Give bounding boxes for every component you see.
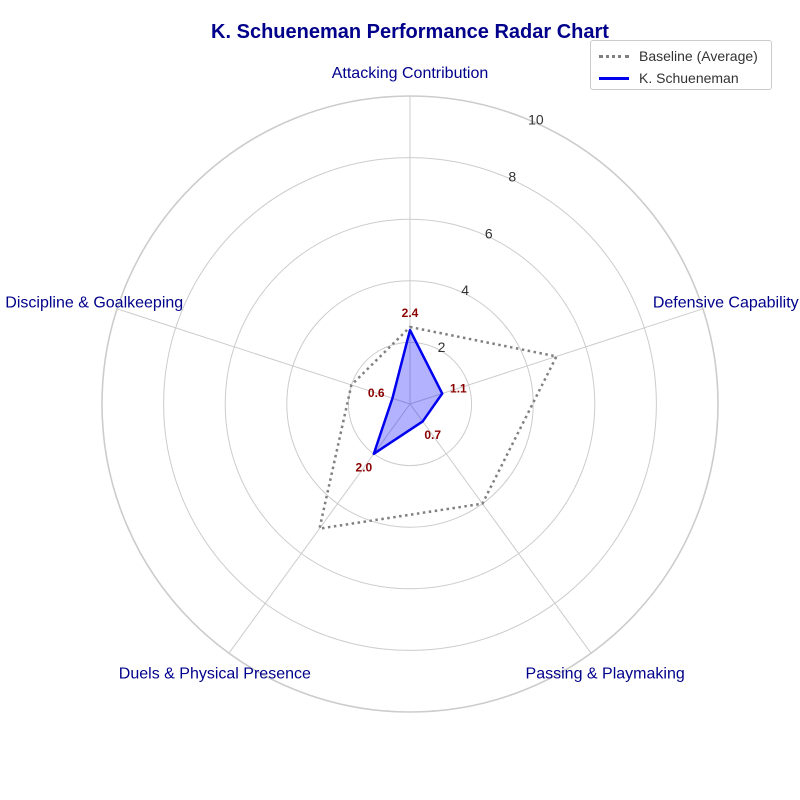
chart-title: K. Schueneman Performance Radar Chart <box>211 21 609 43</box>
legend-label-player: K. Schueneman <box>639 70 739 86</box>
r-tick-label-2: 2 <box>438 339 446 355</box>
r-tick-label-4: 4 <box>461 282 469 298</box>
legend-item-baseline: Baseline (Average) <box>599 45 763 67</box>
r-tick-label-8: 8 <box>508 168 516 184</box>
series-line-0 <box>318 325 558 530</box>
legend-item-player: K. Schueneman <box>599 67 763 89</box>
data-label-1: 1.1 <box>450 381 467 395</box>
legend-label-baseline: Baseline (Average) <box>639 48 758 64</box>
r-tick-label-10: 10 <box>528 111 544 127</box>
label-layer: 2 4 6 8 10 Attacking Contribution Defensive Ca… <box>5 65 798 683</box>
grid-layer <box>101 95 719 713</box>
legend-swatch-baseline <box>599 54 629 58</box>
spoke-2 <box>409 403 592 654</box>
axis-label-2: Passing & Playmaking <box>526 666 685 683</box>
data-label-4: 0.6 <box>368 386 385 400</box>
axis-label-3: Duels & Physical Presence <box>119 666 311 683</box>
r-tick-label-6: 6 <box>485 225 493 241</box>
axis-label-4: Discipline & Goalkeeping <box>5 294 183 311</box>
data-label-3: 2.0 <box>355 461 372 475</box>
legend: Baseline (Average) K. Schueneman <box>590 40 772 90</box>
legend-swatch-player <box>599 76 629 80</box>
spoke-4 <box>116 308 411 405</box>
series-line-1 <box>372 328 444 456</box>
data-label-2: 0.7 <box>424 428 441 442</box>
spoke-1 <box>409 308 704 405</box>
series-layer <box>318 325 558 530</box>
axis-label-0: Attacking Contribution <box>332 65 489 82</box>
data-label-0: 2.4 <box>402 306 419 320</box>
spoke-3 <box>228 403 411 654</box>
axis-label-1: Defensive Capability <box>653 294 799 311</box>
